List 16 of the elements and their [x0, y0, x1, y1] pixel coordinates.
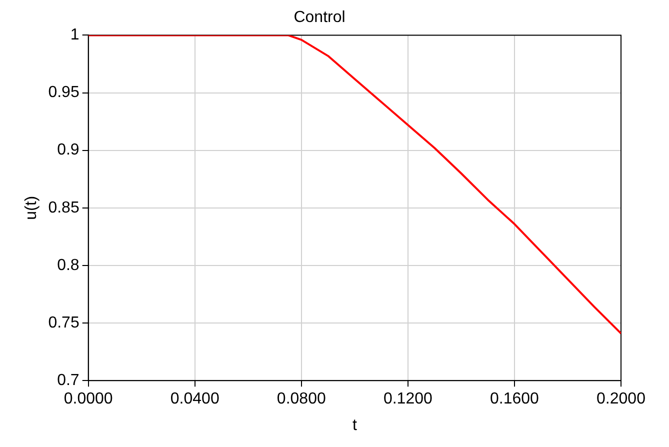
chart-title: Control	[294, 9, 346, 26]
y-tick-label: 0.8	[57, 256, 80, 274]
x-tick-label: 0.1600	[490, 390, 540, 408]
y-tick-label: 0.85	[48, 199, 80, 216]
x-tick-label: 0.0400	[170, 390, 220, 408]
x-tick-label: 0.0000	[64, 390, 113, 408]
x-tick-label: 0.1200	[383, 390, 433, 408]
x-tick-label: 0.0800	[276, 390, 326, 408]
y-tick-label: 1	[70, 26, 80, 44]
y-tick-label: 0.7	[57, 372, 80, 390]
x-tick-label: 0.2000	[596, 390, 646, 408]
y-tick-label: 0.95	[48, 84, 80, 102]
y-tick-label: 0.75	[48, 314, 80, 332]
x-axis-title: t	[352, 416, 358, 434]
y-tick-label: 0.9	[57, 142, 80, 159]
y-axis-title: u(t)	[23, 196, 40, 220]
